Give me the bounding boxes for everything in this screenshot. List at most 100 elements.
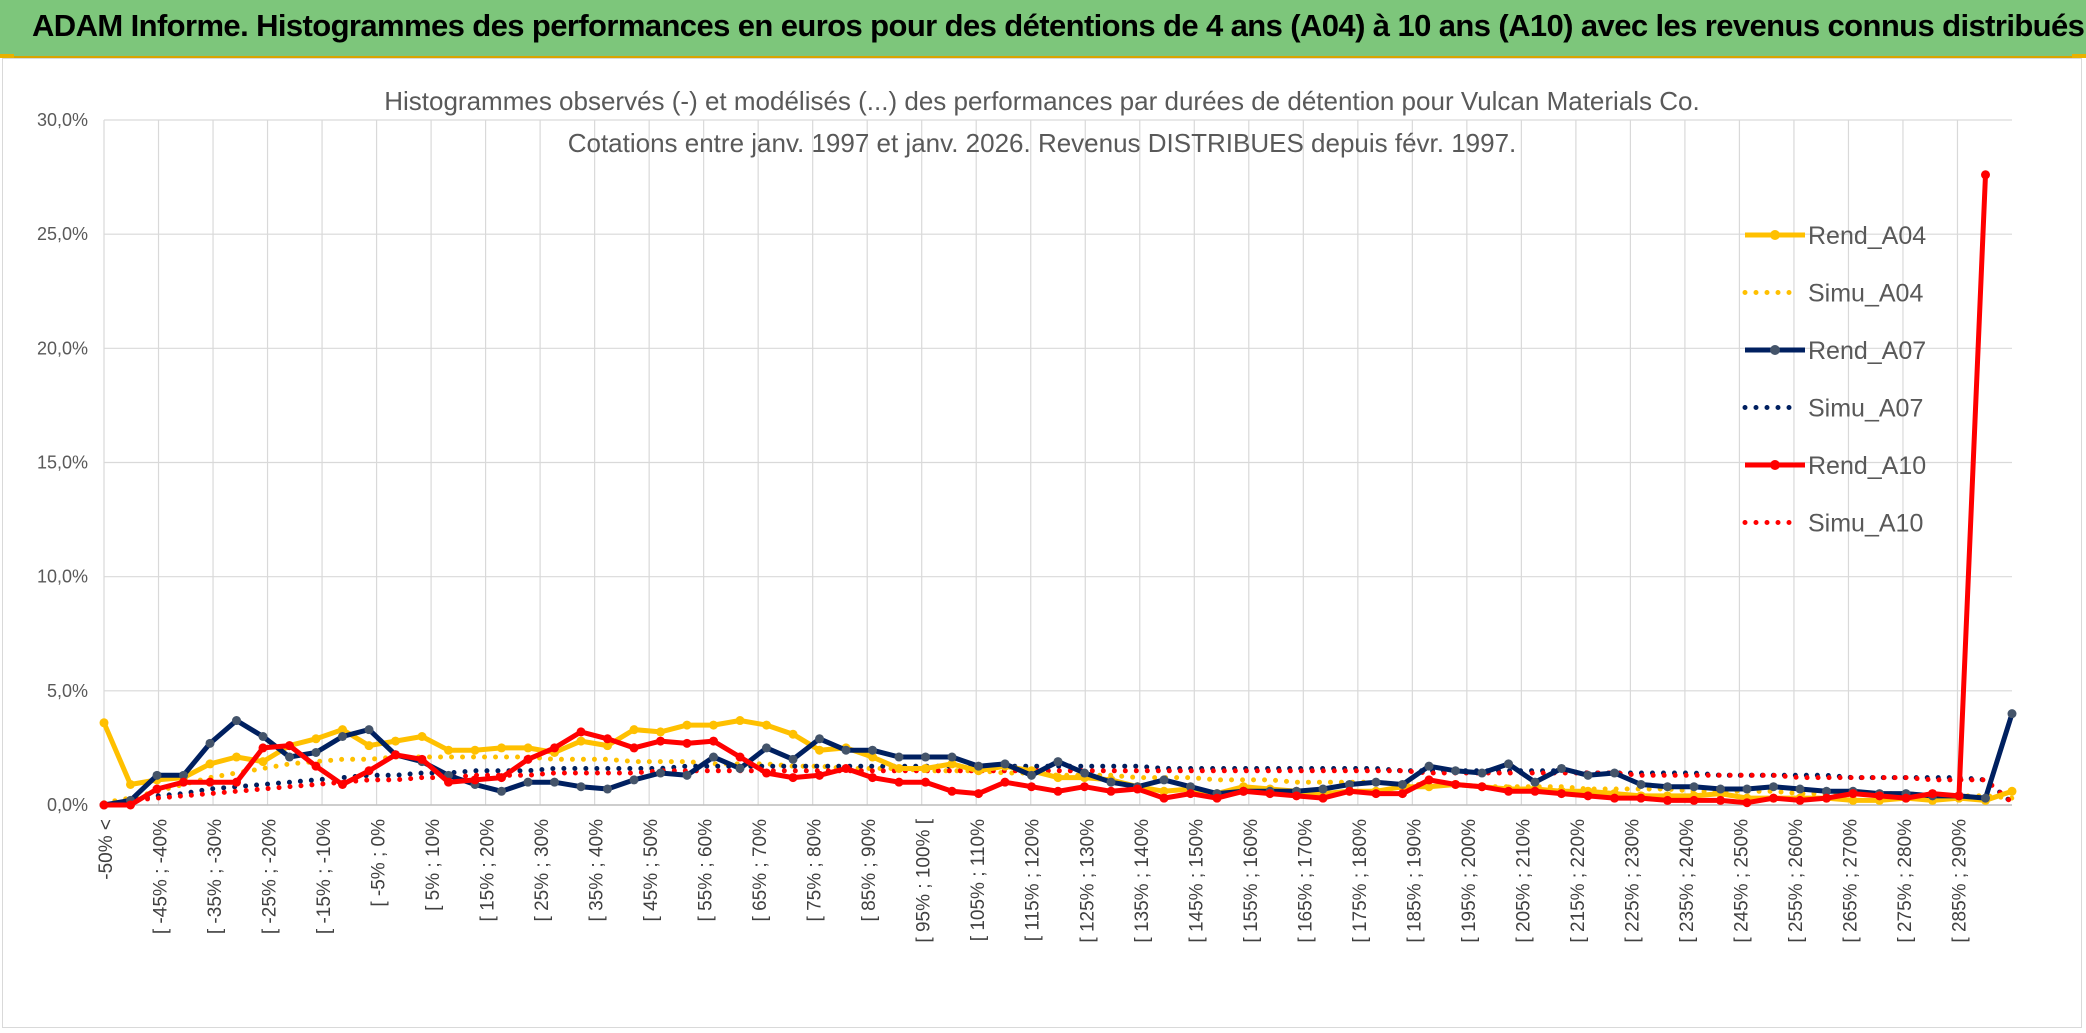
data-point-rend-a10 — [338, 779, 347, 789]
data-point-rend-a10 — [1795, 795, 1805, 805]
data-point-rend-a10 — [1292, 791, 1301, 801]
data-point-rend-a10 — [894, 777, 904, 787]
y-tick-label: 30,0% — [37, 110, 88, 130]
data-point-rend-a10 — [1398, 789, 1407, 799]
data-point-rend-a10 — [629, 743, 639, 753]
data-point-rend-a10 — [1848, 789, 1858, 799]
data-point-rend-a07 — [1742, 784, 1752, 794]
data-point-rend-a04 — [656, 727, 665, 737]
data-point-rend-a04 — [894, 763, 904, 773]
x-tick-label: [ 15% ; 20% — [478, 819, 499, 922]
data-point-rend-a10 — [444, 777, 453, 787]
data-point-rend-a07 — [1371, 777, 1381, 787]
legend-label-rend-a04: Rend_A04 — [1808, 222, 1926, 250]
data-point-rend-a10 — [391, 750, 400, 760]
data-point-rend-a07 — [1716, 784, 1725, 794]
data-point-rend-a10 — [947, 786, 957, 796]
data-point-rend-a04 — [338, 725, 347, 735]
data-point-rend-a07 — [1345, 779, 1354, 789]
data-point-rend-a10 — [1742, 798, 1752, 808]
x-tick-label: [ 145% ; 150% — [1186, 819, 1207, 943]
data-point-rend-a04 — [788, 729, 798, 739]
series-line-simu-a07 — [101, 763, 2015, 808]
series-line-simu-a10 — [101, 768, 2015, 808]
x-tick-label: [ -45% ; -40% — [151, 819, 172, 934]
x-tick-label: [ 205% ; 210% — [1513, 819, 1534, 943]
data-point-rend-a04 — [709, 720, 718, 730]
data-point-rend-a07 — [1689, 782, 1699, 792]
data-point-rend-a07 — [709, 752, 718, 762]
data-point-rend-a04 — [868, 752, 877, 762]
data-point-rend-a07 — [1159, 775, 1169, 785]
data-point-rend-a10 — [470, 775, 480, 785]
data-point-rend-a07 — [1106, 777, 1116, 787]
x-tick-label: [ -35% ; -30% — [205, 819, 226, 934]
x-tick-label: [ 155% ; 160% — [1241, 819, 1262, 943]
data-point-rend-a07 — [1053, 757, 1063, 767]
legend-marker-rend-a04 — [1770, 230, 1780, 240]
data-point-rend-a10 — [1027, 782, 1036, 792]
legend: Rend_A04 Simu_A04 Rend_A07 Simu_A07 Rend_A10… — [1742, 222, 1926, 538]
data-point-rend-a04 — [947, 759, 957, 769]
data-point-rend-a07 — [1451, 766, 1460, 776]
data-point-rend-a10 — [1981, 170, 1990, 180]
data-point-rend-a07 — [921, 752, 930, 762]
data-point-rend-a04 — [1424, 782, 1434, 792]
data-point-rend-a10 — [974, 789, 983, 799]
legend-label-simu-a10: Simu_A10 — [1808, 510, 1923, 538]
legend-label-rend-a07: Rend_A07 — [1808, 337, 1926, 365]
x-tick-label: [ 235% ; 240% — [1677, 819, 1698, 943]
data-point-rend-a10 — [205, 777, 215, 787]
x-tick-label: [ 125% ; 130% — [1077, 819, 1098, 943]
data-point-rend-a10 — [1610, 793, 1619, 803]
data-point-rend-a07 — [629, 775, 639, 785]
data-point-rend-a07 — [1822, 786, 1831, 796]
x-tick-label: [ -5% ; 0% — [369, 819, 390, 907]
x-tick-label: [ 25% ; 30% — [532, 819, 553, 922]
data-point-rend-a10 — [1265, 789, 1275, 799]
data-point-rend-a10 — [656, 736, 665, 746]
data-point-rend-a10 — [576, 727, 586, 737]
data-point-rend-a10 — [1424, 775, 1434, 785]
x-axis: -50% < [ -45% ; -40% [ -35% ; -30% [ -25% ;… — [96, 818, 1970, 942]
legend-marker-rend-a10 — [1770, 460, 1780, 470]
data-point-rend-a10 — [868, 773, 877, 783]
data-point-rend-a10 — [762, 768, 771, 778]
y-tick-label: 20,0% — [37, 338, 88, 358]
data-point-rend-a04 — [735, 716, 745, 726]
data-point-rend-a10 — [99, 800, 109, 810]
data-point-rend-a10 — [1080, 782, 1089, 792]
x-tick-label: [ 195% ; 200% — [1459, 819, 1480, 943]
data-point-rend-a10 — [311, 761, 321, 771]
data-point-rend-a10 — [1504, 786, 1513, 796]
data-point-rend-a07 — [1477, 768, 1487, 778]
data-point-rend-a07 — [1424, 761, 1434, 771]
y-axis: 0,0% 5,0% 10,0% 15,0% 20,0% 25,0% 30,0% — [37, 110, 88, 815]
data-point-rend-a04 — [523, 743, 533, 753]
data-point-rend-a10 — [1716, 795, 1725, 805]
x-tick-label: [ 285% ; 290% — [1949, 819, 1970, 943]
y-tick-label: 15,0% — [37, 453, 88, 473]
data-point-rend-a10 — [1186, 789, 1195, 799]
data-point-rend-a10 — [788, 773, 798, 783]
data-point-rend-a07 — [1795, 784, 1805, 794]
data-point-rend-a07 — [1663, 782, 1672, 792]
x-tick-label: [ 135% ; 140% — [1132, 819, 1153, 943]
data-point-rend-a10 — [1557, 789, 1566, 799]
data-point-rend-a07 — [1769, 782, 1778, 792]
x-tick-label: [ 65% ; 70% — [750, 819, 771, 922]
data-point-rend-a07 — [232, 716, 241, 726]
x-tick-label: [ 55% ; 60% — [696, 819, 717, 922]
data-point-rend-a07 — [1981, 793, 1990, 803]
x-tick-label: [ 85% ; 90% — [859, 819, 880, 922]
x-tick-label: [ 185% ; 190% — [1404, 819, 1425, 943]
data-point-rend-a10 — [709, 736, 718, 746]
data-point-rend-a04 — [311, 734, 321, 744]
data-point-rend-a04 — [364, 741, 374, 751]
data-point-rend-a07 — [550, 777, 559, 787]
data-point-rend-a07 — [947, 752, 957, 762]
x-tick-label: [ 255% ; 260% — [1786, 819, 1807, 943]
data-point-rend-a10 — [497, 773, 506, 783]
data-point-rend-a10 — [1371, 789, 1381, 799]
x-tick-label: [ -25% ; -20% — [260, 819, 281, 934]
